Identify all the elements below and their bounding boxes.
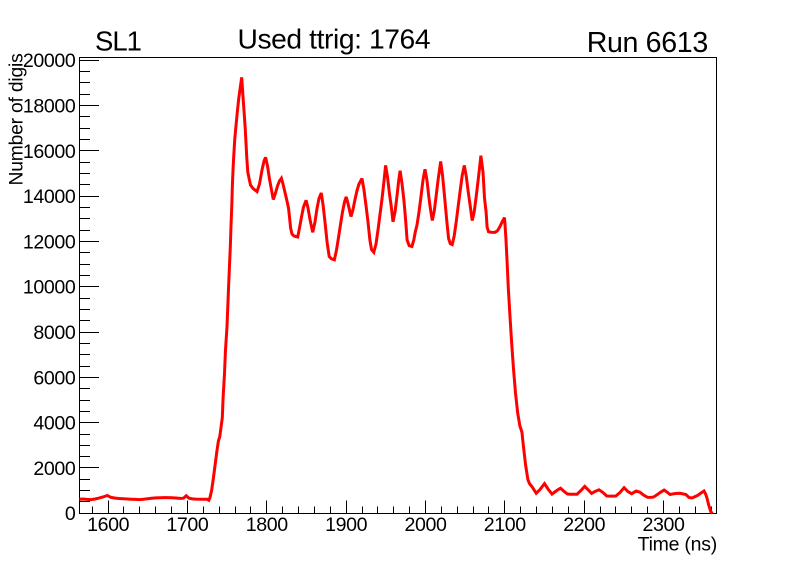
svg-text:SL1: SL1 (95, 26, 141, 57)
svg-text:2100: 2100 (484, 514, 526, 536)
svg-text:1900: 1900 (325, 514, 367, 536)
svg-text:2000: 2000 (33, 458, 75, 480)
svg-text:1600: 1600 (87, 514, 129, 536)
svg-text:20000: 20000 (23, 50, 76, 72)
svg-text:2000: 2000 (405, 514, 447, 536)
svg-text:8000: 8000 (33, 322, 75, 344)
svg-text:16000: 16000 (23, 141, 76, 163)
svg-text:0: 0 (65, 503, 76, 525)
svg-text:Time (ns): Time (ns) (638, 533, 717, 555)
svg-text:2300: 2300 (643, 514, 685, 536)
svg-text:6000: 6000 (33, 367, 75, 389)
svg-text:12000: 12000 (23, 231, 76, 253)
svg-text:1700: 1700 (166, 514, 208, 536)
svg-text:Number of digis: Number of digis (6, 53, 27, 185)
svg-text:1800: 1800 (246, 514, 288, 536)
svg-text:Used ttrig: 1764: Used ttrig: 1764 (238, 23, 431, 55)
svg-text:14000: 14000 (23, 186, 76, 208)
svg-text:2200: 2200 (563, 514, 605, 536)
svg-text:4000: 4000 (33, 413, 75, 435)
svg-text:18000: 18000 (23, 96, 76, 118)
svg-text:10000: 10000 (23, 277, 76, 299)
svg-text:Run 6613: Run 6613 (587, 27, 708, 59)
